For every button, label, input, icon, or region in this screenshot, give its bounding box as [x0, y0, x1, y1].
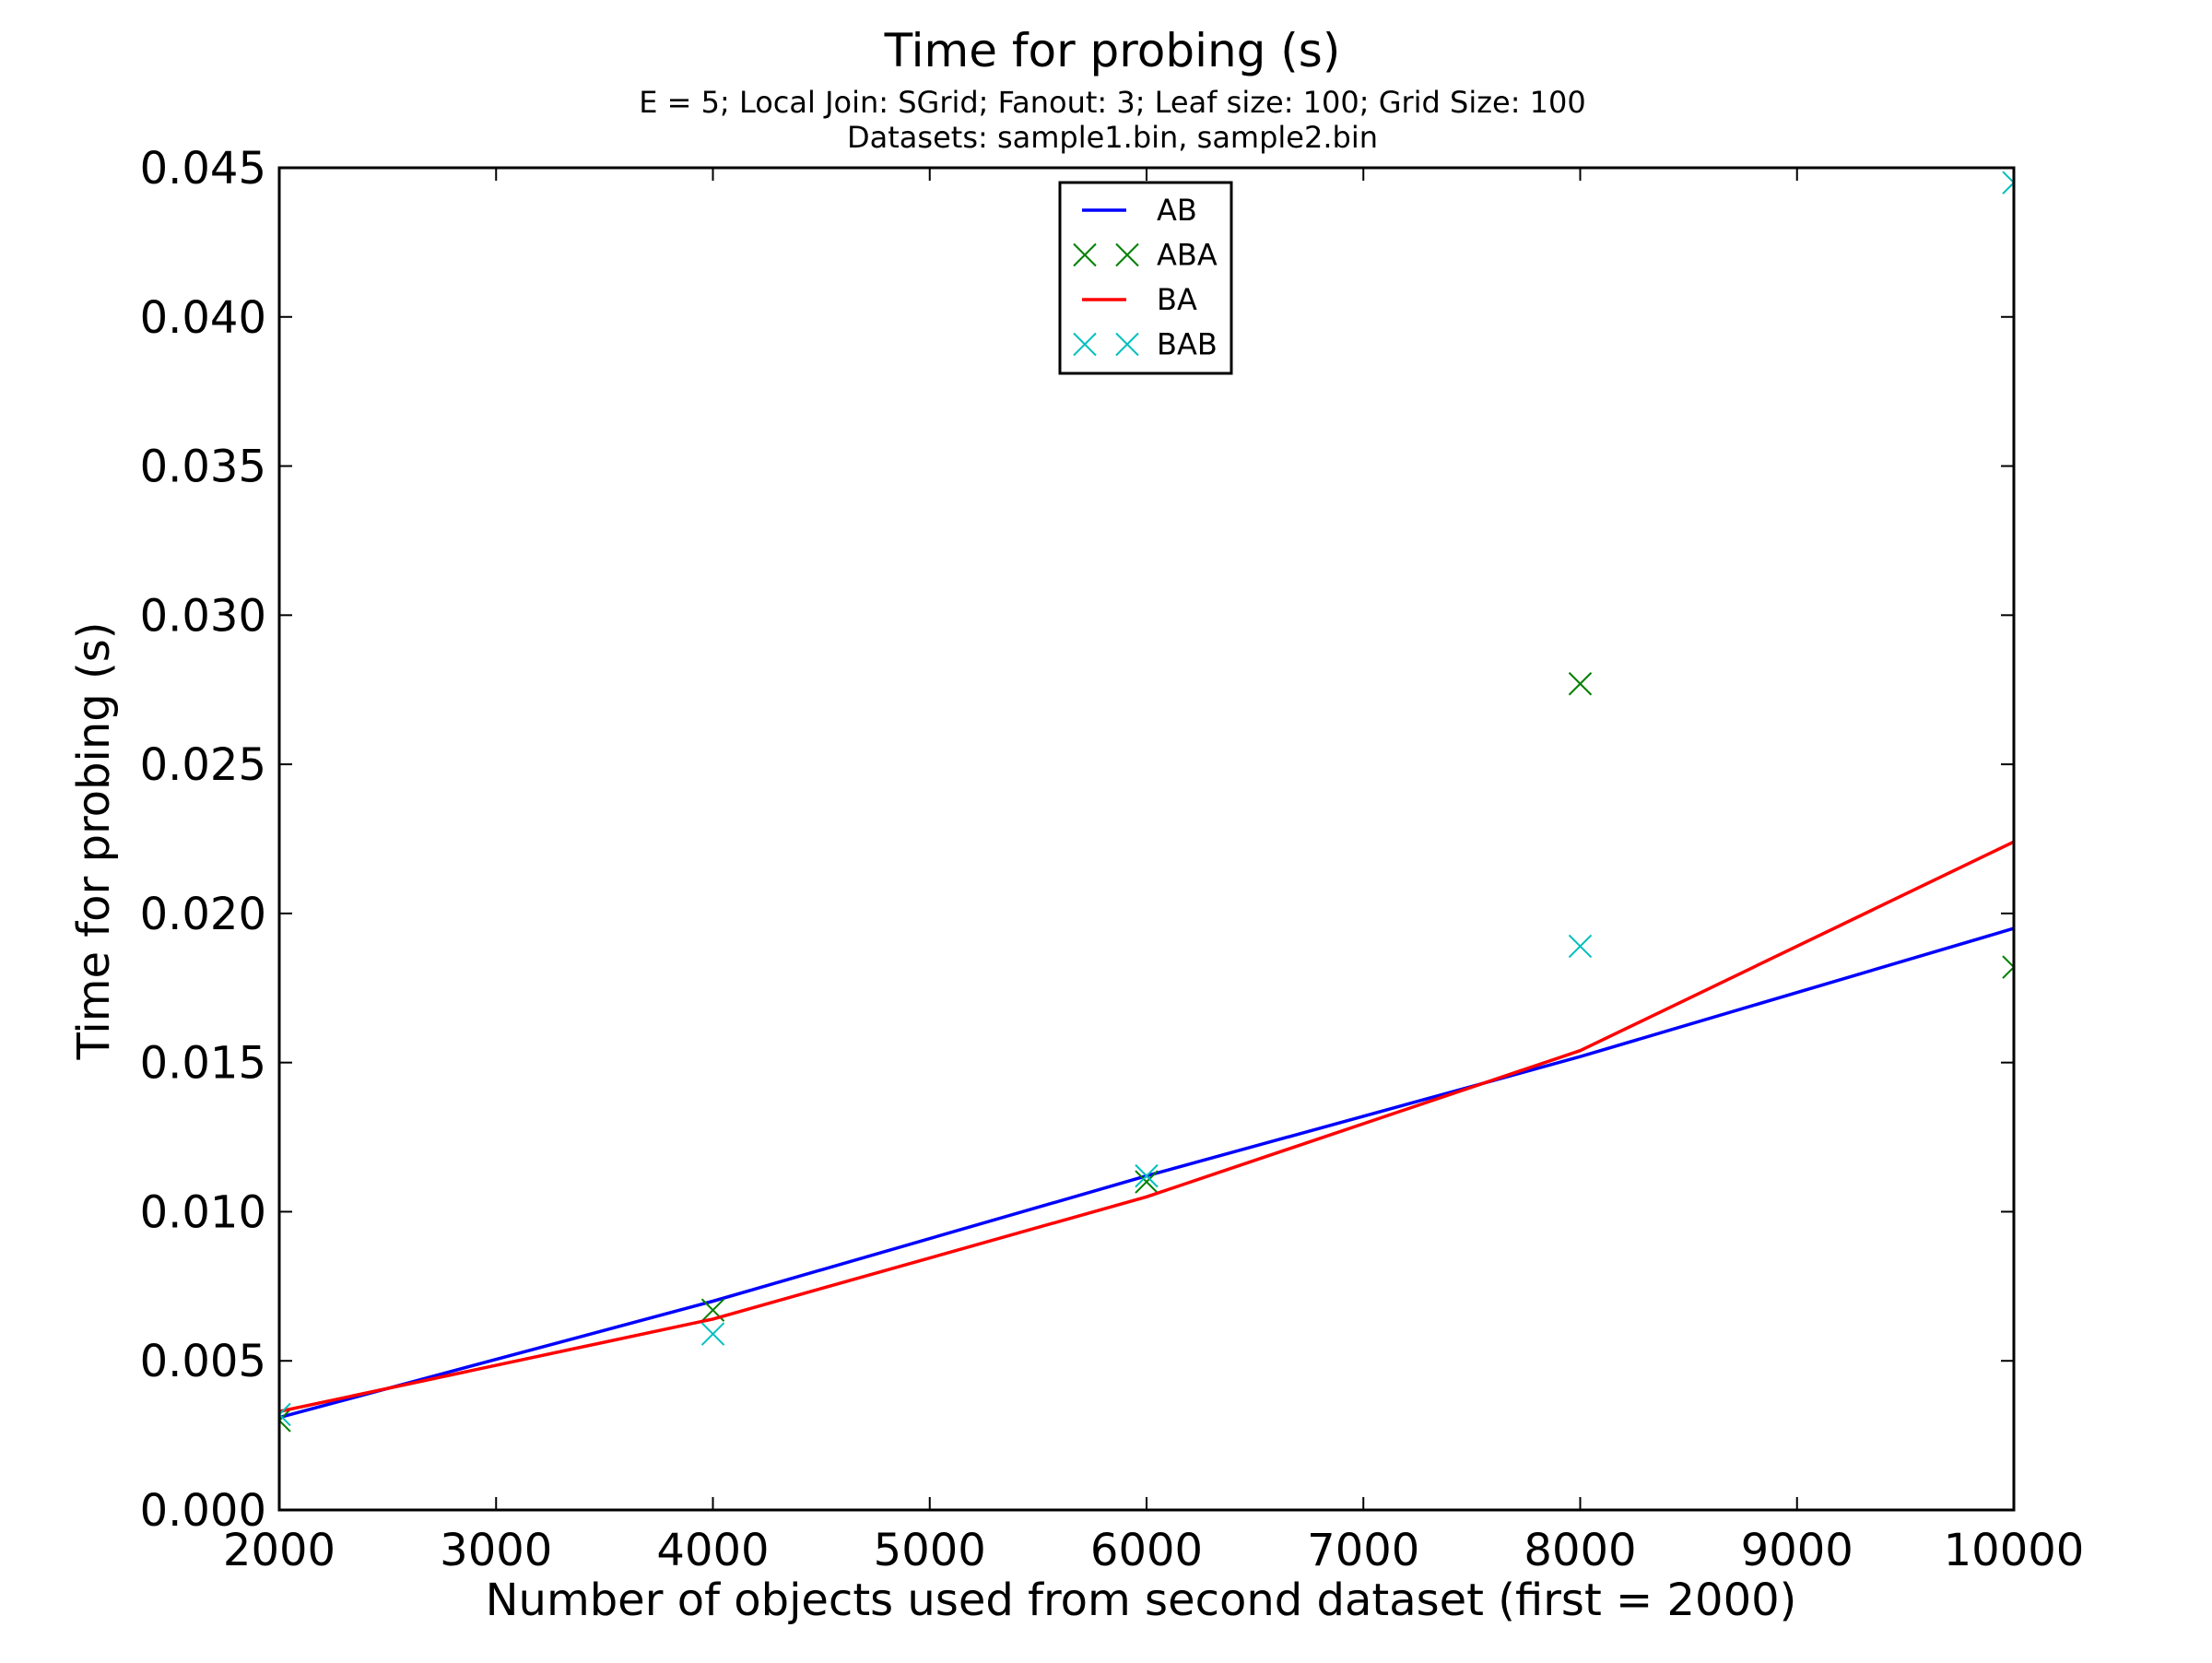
x-tick-label: 9000 [1741, 1525, 1853, 1576]
data-point-aba-4 [2002, 955, 2014, 979]
data-layer [279, 171, 2014, 1433]
legend-entry-bab: BAB [1073, 327, 1218, 362]
legend-label-ab: AB [1157, 193, 1197, 228]
x-axis-label: Number of objects used from second datas… [486, 1575, 1797, 1626]
legend-entry-ab: AB [1082, 193, 1197, 228]
x-tick-label: 5000 [874, 1525, 986, 1576]
y-axis-label: Time for probing (s) [68, 622, 120, 1061]
data-point-bab-2 [1135, 1163, 1159, 1188]
data-point-aba-3 [1568, 672, 1593, 696]
y-tick-label: 0.010 [140, 1186, 266, 1238]
x-tick-label: 7000 [1307, 1525, 1419, 1576]
data-point-bab-3 [1568, 934, 1593, 959]
data-point-aba-0 [279, 1409, 291, 1433]
data-point-bab-4 [2002, 171, 2014, 195]
y-tick-label: 0.045 [140, 143, 266, 195]
x-tick-label: 8000 [1524, 1525, 1636, 1576]
chart-title: Time for probing (s) [884, 24, 1341, 77]
y-tick-label: 0.020 [140, 889, 266, 940]
x-tick-label: 3000 [440, 1525, 552, 1576]
y-tick-label: 0.005 [140, 1336, 266, 1387]
legend-entry-ba: BA [1082, 282, 1197, 317]
legend-label-aba: ABA [1157, 238, 1218, 273]
plot-area: 2000 3000 4000 5000 6000 7000 8000 9000 10000 0.0… [140, 143, 2085, 1576]
data-point-bab-0 [279, 1402, 291, 1427]
x-tick-label: 2000 [223, 1525, 335, 1576]
x-tick-label: 10000 [1944, 1525, 2085, 1576]
legend-entry-aba: ABA [1073, 238, 1218, 273]
y-tick-label: 0.000 [140, 1485, 266, 1537]
legend-label-ba: BA [1157, 282, 1197, 317]
y-tick-label: 0.025 [140, 739, 266, 791]
legend-swatch-bab [1073, 332, 1139, 357]
y-tick-label: 0.030 [140, 590, 266, 642]
chart-subtitle-line-2: Datasets: sample1.bin, sample2.bin [847, 120, 1378, 155]
x-tick-label: 4000 [656, 1525, 769, 1576]
series-line-ab [279, 926, 2014, 1420]
data-point-bab-1 [700, 1322, 725, 1346]
series-line-ba [279, 840, 2014, 1413]
y-tick-label: 0.035 [140, 442, 266, 493]
chart-subtitle-line-1: E = 5; Local Join: SGrid; Fanout: 3; Lea… [639, 85, 1585, 120]
x-tick-label: 6000 [1090, 1525, 1203, 1576]
legend-label-bab: BAB [1157, 327, 1218, 362]
y-tick-label: 0.040 [140, 292, 266, 344]
data-point-aba-2 [1135, 1170, 1159, 1194]
y-tick-label: 0.015 [140, 1038, 266, 1090]
legend-swatch-aba [1073, 242, 1139, 267]
